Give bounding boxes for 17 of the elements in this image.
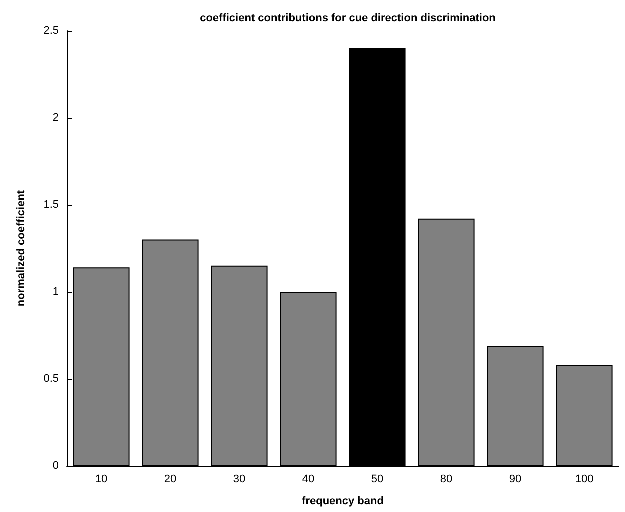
y-axis-title: normalized coefficient xyxy=(16,190,28,307)
x-tick-label: 30 xyxy=(233,474,246,486)
y-tick-label: 2 xyxy=(52,112,59,124)
x-tick-label: 50 xyxy=(371,474,384,486)
x-tick-label: 100 xyxy=(575,474,594,486)
chart-title: coefficient contributions for cue direction discrimination xyxy=(200,12,496,24)
y-tick-label: 0 xyxy=(52,460,59,472)
y-tick-label: 0.5 xyxy=(44,373,59,385)
x-tick-label: 80 xyxy=(440,474,453,486)
x-tick-label: 20 xyxy=(164,474,177,486)
x-tick-label: 90 xyxy=(509,474,522,486)
x-axis-title: frequency band xyxy=(302,496,384,508)
y-tick-label: 1 xyxy=(52,286,59,298)
x-tick-label: 10 xyxy=(95,474,108,486)
y-tick-label: 1.5 xyxy=(44,199,59,211)
x-tick-label: 40 xyxy=(302,474,315,486)
y-tick-label: 2.5 xyxy=(44,25,59,37)
